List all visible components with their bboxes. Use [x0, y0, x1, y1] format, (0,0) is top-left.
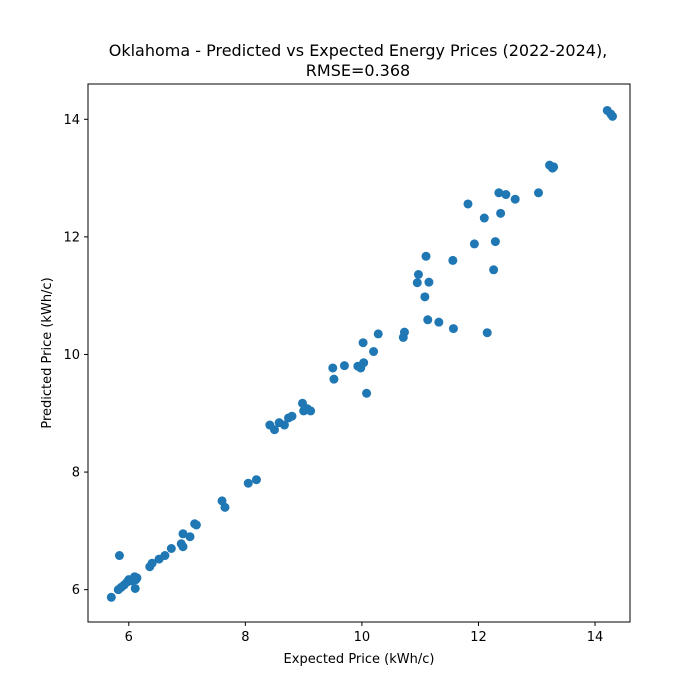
scatter-point — [243, 478, 253, 488]
scatter-point — [549, 162, 559, 172]
scatter-point — [147, 558, 157, 568]
y-tick-label: 6 — [72, 583, 80, 598]
scatter-point — [339, 361, 349, 371]
scatter-point — [501, 190, 511, 200]
scatter-point — [496, 208, 506, 218]
scatter-point — [359, 358, 369, 368]
scatter-point — [399, 327, 409, 337]
scatter-point — [469, 239, 479, 249]
scatter-point — [279, 420, 289, 430]
scatter-point — [328, 363, 338, 373]
scatter-point — [490, 237, 500, 247]
x-tick-label: 14 — [587, 630, 604, 645]
scatter-point — [114, 551, 124, 561]
y-tick-label: 14 — [63, 113, 80, 128]
scatter-point — [329, 374, 339, 384]
scatter-point — [130, 583, 140, 593]
scatter-point — [448, 324, 458, 334]
x-tick-label: 6 — [125, 630, 133, 645]
scatter-point — [306, 406, 316, 416]
y-axis-label: Predicted Price (kWh/c) — [40, 277, 55, 428]
scatter-point — [166, 544, 176, 554]
chart-subtitle: RMSE=0.368 — [306, 61, 410, 80]
scatter-point — [494, 188, 504, 198]
scatter-point — [269, 425, 279, 435]
x-axis-label: Expected Price (kWh/c) — [284, 652, 435, 667]
scatter-point — [608, 111, 618, 121]
scatter-point — [106, 592, 116, 602]
scatter-point — [510, 194, 520, 204]
data-points — [106, 105, 618, 602]
scatter-point — [421, 251, 431, 261]
scatter-point — [358, 338, 368, 348]
scatter-point — [463, 199, 473, 209]
x-tick-label: 10 — [354, 630, 371, 645]
scatter-point — [220, 502, 230, 512]
scatter-point — [373, 329, 383, 339]
scatter-point — [489, 265, 499, 275]
scatter-point — [482, 328, 492, 338]
scatter-point — [423, 315, 433, 325]
y-tick-label: 10 — [63, 348, 80, 363]
scatter-point — [413, 270, 423, 280]
scatter-point — [287, 411, 297, 421]
plot-frame — [87, 83, 631, 623]
scatter-point — [191, 520, 201, 530]
scatter-point — [132, 573, 142, 583]
scatter-point — [534, 188, 544, 198]
y-tick-label: 12 — [63, 230, 80, 245]
scatter-point — [362, 388, 372, 398]
scatter-point — [178, 529, 188, 539]
scatter-point — [412, 278, 422, 288]
scatter-point — [479, 213, 489, 223]
scatter-point — [420, 292, 430, 302]
scatter-point — [185, 532, 195, 542]
scatter-point — [178, 542, 188, 552]
scatter-point — [251, 475, 261, 485]
scatter-point — [434, 317, 444, 327]
y-tick-label: 8 — [72, 466, 80, 481]
axis-ticks: 6 8 10 12 14 6 8 10 12 14 — [63, 113, 603, 645]
x-tick-label: 8 — [241, 630, 249, 645]
scatter-point — [424, 277, 434, 287]
scatter-point — [160, 551, 170, 561]
scatter-point — [369, 347, 379, 357]
x-tick-label: 12 — [470, 630, 487, 645]
scatter-point — [448, 255, 458, 265]
chart-title: Oklahoma - Predicted vs Expected Energy … — [109, 41, 608, 60]
